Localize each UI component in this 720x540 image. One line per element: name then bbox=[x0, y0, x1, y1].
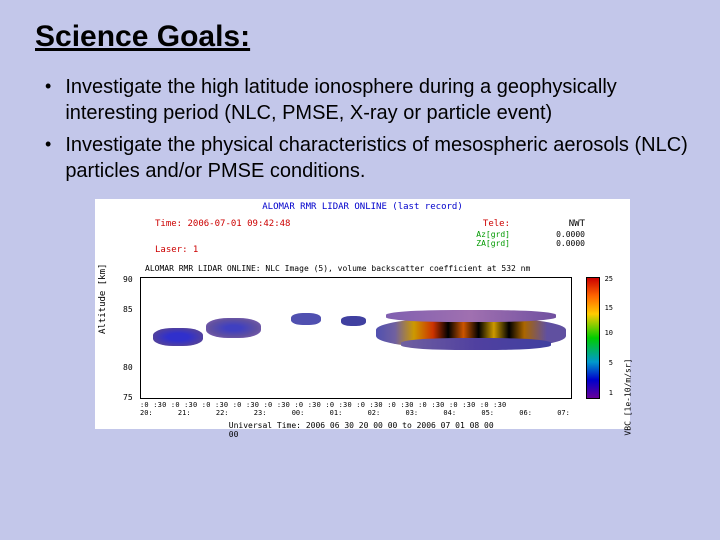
chart-za-label: ZA[grd] bbox=[476, 239, 510, 248]
y-tick: 85 bbox=[123, 305, 133, 314]
chart-val1: 0.0000 bbox=[556, 230, 585, 239]
colorbar-tick: 5 bbox=[609, 359, 613, 367]
nlc-blob bbox=[206, 318, 261, 338]
colorbar-label: VBC [1e-10/m/sr] bbox=[624, 359, 633, 436]
chart-nwt-label: NWT bbox=[569, 219, 585, 229]
nlc-blob bbox=[401, 338, 551, 350]
y-tick: 90 bbox=[123, 275, 133, 284]
x-axis-label: Universal Time: 2006 06 30 20 00 00 to 2… bbox=[229, 421, 497, 439]
nlc-blob bbox=[153, 328, 203, 346]
chart-header-title: ALOMAR RMR LIDAR ONLINE (last record) bbox=[262, 202, 462, 212]
bullet-text: Investigate the physical characteristics… bbox=[65, 132, 690, 184]
y-axis-label: Altitude [km] bbox=[98, 264, 108, 334]
nlc-blob bbox=[341, 316, 366, 326]
chart-tele-label: Tele: bbox=[483, 219, 510, 229]
bullet-marker-icon: • bbox=[45, 76, 51, 126]
colorbar bbox=[586, 277, 600, 399]
bullet-item: • Investigate the high latitude ionosphe… bbox=[45, 74, 690, 126]
slide-root: Science Goals: • Investigate the high la… bbox=[0, 0, 720, 439]
lidar-chart: ALOMAR RMR LIDAR ONLINE (last record) Ti… bbox=[95, 199, 630, 429]
chart-subtitle: ALOMAR RMR LIDAR ONLINE: NLC Image (5), … bbox=[145, 264, 530, 273]
slide-title: Science Goals: bbox=[35, 20, 690, 54]
colorbar-tick: 1 bbox=[609, 389, 613, 397]
bullet-list: • Investigate the high latitude ionosphe… bbox=[45, 74, 690, 184]
plot-area bbox=[140, 277, 572, 399]
chart-laser-line: Laser: 1 bbox=[155, 245, 198, 255]
nlc-blob bbox=[386, 310, 556, 322]
colorbar-tick: 10 bbox=[605, 329, 613, 337]
nlc-blob bbox=[291, 313, 321, 325]
chart-az-label: Az[grd] bbox=[476, 230, 510, 239]
colorbar-tick: 25 bbox=[605, 275, 613, 283]
bullet-text: Investigate the high latitude ionosphere… bbox=[65, 74, 690, 126]
colorbar-tick: 15 bbox=[605, 304, 613, 312]
chart-time-line: Time: 2006-07-01 09:42:48 bbox=[155, 219, 290, 229]
y-tick: 80 bbox=[123, 363, 133, 372]
bullet-marker-icon: • bbox=[45, 134, 51, 184]
chart-val2: 0.0000 bbox=[556, 239, 585, 248]
bullet-item: • Investigate the physical characteristi… bbox=[45, 132, 690, 184]
x-tick-bot: 20: 21: 22: 23: 00: 01: 02: 03: 04: 05: … bbox=[140, 409, 570, 417]
x-axis-scale: :0 :30 :0 :30 :0 :30 :0 :30 :0 :30 :0 :3… bbox=[140, 401, 570, 417]
y-tick: 75 bbox=[123, 393, 133, 402]
x-tick-top: :0 :30 :0 :30 :0 :30 :0 :30 :0 :30 :0 :3… bbox=[140, 401, 570, 409]
